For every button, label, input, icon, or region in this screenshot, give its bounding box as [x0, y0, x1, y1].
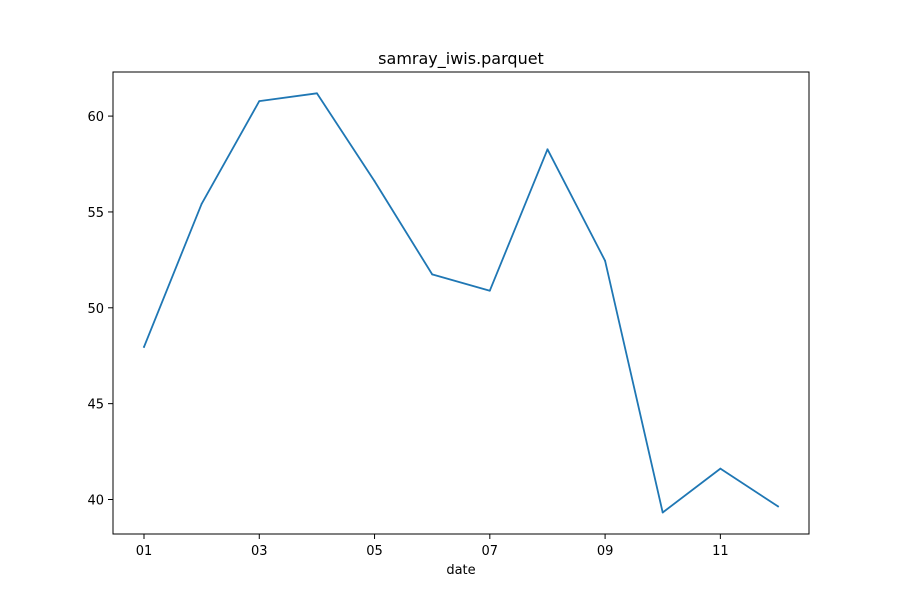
x-tick-label: 07 — [482, 544, 499, 559]
data-point — [258, 100, 261, 103]
chart-title: samray_iwis.parquet — [378, 49, 544, 69]
x-tick-label: 09 — [597, 544, 614, 559]
plot-area-frame — [112, 71, 810, 535]
series-layer — [142, 92, 780, 514]
y-tick-label: 55 — [87, 206, 104, 221]
x-axis-label: date — [446, 563, 475, 578]
y-axis: 40 45 50 55 60 — [87, 110, 113, 508]
data-point — [373, 180, 376, 182]
x-tick-label: 01 — [136, 544, 153, 559]
x-tick-label: 11 — [712, 544, 729, 559]
y-tick-label: 45 — [87, 398, 104, 413]
data-point — [777, 505, 779, 508]
data-point — [604, 259, 606, 262]
data-point — [431, 273, 434, 276]
x-tick-label: 05 — [366, 544, 383, 559]
data-point — [143, 345, 145, 348]
x-tick-label: 03 — [251, 544, 268, 559]
y-tick-label: 50 — [87, 302, 104, 317]
y-tick-label: 60 — [87, 110, 104, 125]
data-point — [546, 148, 549, 151]
data-point — [719, 467, 722, 470]
series-line — [142, 92, 780, 514]
data-point — [488, 289, 491, 292]
data-point — [200, 202, 203, 205]
data-point — [316, 92, 318, 95]
x-axis: 01 03 05 07 09 11 — [136, 534, 729, 559]
y-tick-label: 40 — [87, 493, 104, 508]
data-point — [661, 511, 664, 514]
